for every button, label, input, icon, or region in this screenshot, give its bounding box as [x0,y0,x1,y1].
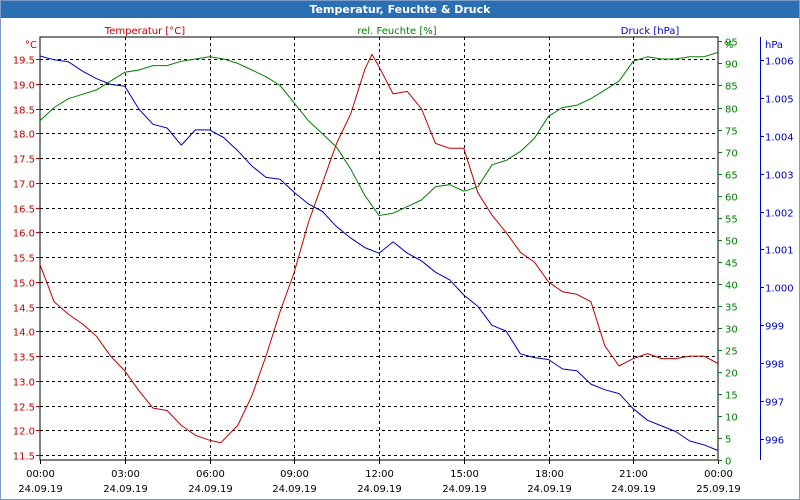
temperature-tick-label: 13.5 [13,353,35,364]
axis-labels: °C Temperatur [°C]% rel. Feuchte [%] hPa Dru… [25,26,783,51]
x-tick-date: 24.09.19 [18,484,63,495]
temperature-tick-label: 19.5 [13,56,35,67]
humidity-tick-label: 0 [725,457,731,468]
x-tick-time: 18:00 [535,469,564,480]
pressure-tick-label: 999 [765,322,784,333]
humidity-tick-label: 35 [725,303,738,314]
humidity-unit: % [724,40,734,51]
temperature-tick-label: 14.5 [13,304,35,315]
humidity-tick-label: 55 [725,215,738,226]
pressure-line [39,55,719,451]
pressure-tick-label: 1.005 [765,95,794,106]
humidity-tick-label: 15 [725,391,738,402]
pressure-tick-label: 1.000 [765,284,794,295]
pressure-tick-label: 1.006 [765,57,794,68]
temperature-tick-label: 16.0 [13,229,35,240]
x-tick-time: 12:00 [365,469,394,480]
x-tick-date: 24.09.19 [357,484,402,495]
temperature-tick-label: 14.0 [13,328,35,339]
x-tick-date: 24.09.19 [103,484,148,495]
pressure-axis-label: Druck [hPa] [621,26,680,37]
series-lines [39,51,719,451]
chart-title: Temperatur, Feuchte & Druck [1,1,799,18]
pressure-tick-label: 997 [765,398,784,409]
pressure-tick-label: 998 [765,360,784,371]
temperature-unit: °C [25,40,37,51]
pressure-tick-label: 1.003 [765,171,794,182]
humidity-axis-label: rel. Feuchte [%] [357,26,436,37]
temperature-line [39,53,719,444]
humidity-line [39,51,719,216]
grid [39,36,719,461]
temperature-tick-label: 15.0 [13,279,35,290]
x-tick-time: 06:00 [196,469,225,480]
temperature-tick-label: 15.5 [13,254,35,265]
temperature-tick-label: 18.5 [13,106,35,117]
humidity-tick-label: 75 [725,127,738,138]
x-tick-time: 09:00 [280,469,309,480]
temperature-tick-label: 17.5 [13,155,35,166]
temperature-axis-label: Temperatur [°C] [104,26,185,37]
ticks: 00:00 24.09.19 03:00 24.09.19 06:00 24.09.19 0… [13,37,794,495]
humidity-tick-label: 90 [725,60,738,71]
humidity-tick-label: 50 [725,237,738,248]
x-tick-time: 21:00 [619,469,648,480]
x-tick-time: 00:00 [26,469,55,480]
temperature-tick-label: 12.5 [13,403,35,414]
humidity-tick-label: 5 [725,435,731,446]
humidity-tick-label: 70 [725,149,738,160]
temperature-tick-label: 11.5 [13,452,35,463]
x-tick-date: 24.09.19 [442,484,487,495]
humidity-tick-label: 45 [725,259,738,270]
x-tick-date: 24.09.19 [611,484,656,495]
humidity-tick-label: 40 [725,281,738,292]
temperature-tick-label: 19.0 [13,81,35,92]
temperature-tick-label: 12.0 [13,427,35,438]
humidity-tick-label: 95 [725,38,738,49]
x-tick-date: 24.09.19 [188,484,233,495]
x-tick-time: 15:00 [450,469,479,480]
x-tick-date: 25.09.19 [696,484,741,495]
x-tick-date: 24.09.19 [272,484,317,495]
x-tick-date: 24.09.19 [527,484,572,495]
temperature-tick-label: 13.0 [13,378,35,389]
x-tick-time: 00:00 [704,469,733,480]
pressure-tick-label: 1.001 [765,246,794,257]
temperature-tick-label: 17.0 [13,180,35,191]
humidity-tick-label: 85 [725,82,738,93]
temperature-tick-label: 16.5 [13,205,35,216]
pressure-unit: hPa [765,40,783,51]
humidity-tick-label: 65 [725,171,738,182]
x-tick-time: 03:00 [111,469,140,480]
humidity-tick-label: 80 [725,105,738,116]
pressure-tick-label: 996 [765,436,784,447]
temperature-tick-label: 18.0 [13,130,35,141]
humidity-tick-label: 25 [725,347,738,358]
humidity-tick-label: 30 [725,325,738,336]
pressure-tick-label: 1.002 [765,209,794,220]
humidity-tick-label: 10 [725,413,738,424]
humidity-tick-label: 20 [725,369,738,380]
pressure-tick-label: 1.004 [765,133,794,144]
humidity-tick-label: 60 [725,193,738,204]
